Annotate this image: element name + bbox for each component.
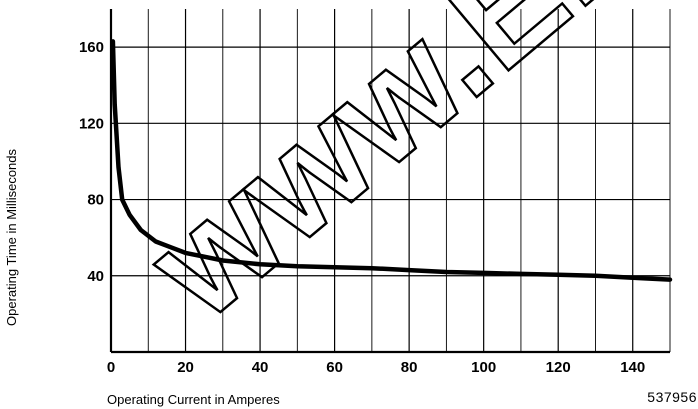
data-point	[593, 274, 598, 278]
data-point	[333, 265, 337, 269]
data-point	[113, 102, 117, 106]
data-point	[202, 255, 206, 259]
data-point	[295, 264, 299, 268]
x-tick-label: 80	[401, 359, 418, 376]
x-tick-label: 100	[471, 359, 496, 376]
x-axis-title: Operating Current in Amperes	[107, 392, 280, 407]
y-tick-label: 80	[87, 192, 104, 209]
data-point	[183, 251, 188, 255]
x-tick-labels: 0 20 40 60 80 100 120 140	[107, 359, 645, 376]
data-point	[482, 271, 486, 275]
y-tick-label: 160	[79, 39, 104, 56]
data-point	[631, 276, 635, 280]
data-point	[444, 270, 448, 274]
y-tick-labels: 40 80 120 160	[79, 39, 104, 285]
y-axis-title: Operating Time in Milliseconds	[4, 148, 19, 326]
series-layer	[110, 39, 673, 282]
data-point	[668, 277, 672, 282]
y-tick-label: 120	[79, 115, 104, 132]
data-point	[111, 39, 115, 43]
data-point	[519, 272, 523, 276]
data-point	[116, 165, 121, 169]
x-tick-label: 40	[252, 359, 269, 376]
data-point	[154, 239, 158, 244]
grid	[109, 9, 671, 354]
figure-number: 537956	[647, 389, 697, 405]
data-point	[169, 245, 173, 249]
y-tick-label: 40	[87, 268, 104, 285]
x-tick-label: 0	[107, 359, 115, 376]
x-tick-label: 120	[546, 359, 571, 376]
data-point	[556, 273, 560, 277]
x-tick-label: 60	[326, 359, 343, 376]
data-point	[258, 262, 262, 266]
data-point	[370, 266, 374, 270]
x-tick-label: 20	[177, 359, 194, 376]
x-tick-label: 140	[620, 359, 645, 376]
data-point	[120, 197, 124, 202]
data-point	[128, 213, 132, 217]
data-point	[221, 258, 225, 263]
data-point	[139, 228, 143, 232]
watermark: www.Elec	[117, 0, 698, 350]
data-point	[407, 268, 411, 272]
